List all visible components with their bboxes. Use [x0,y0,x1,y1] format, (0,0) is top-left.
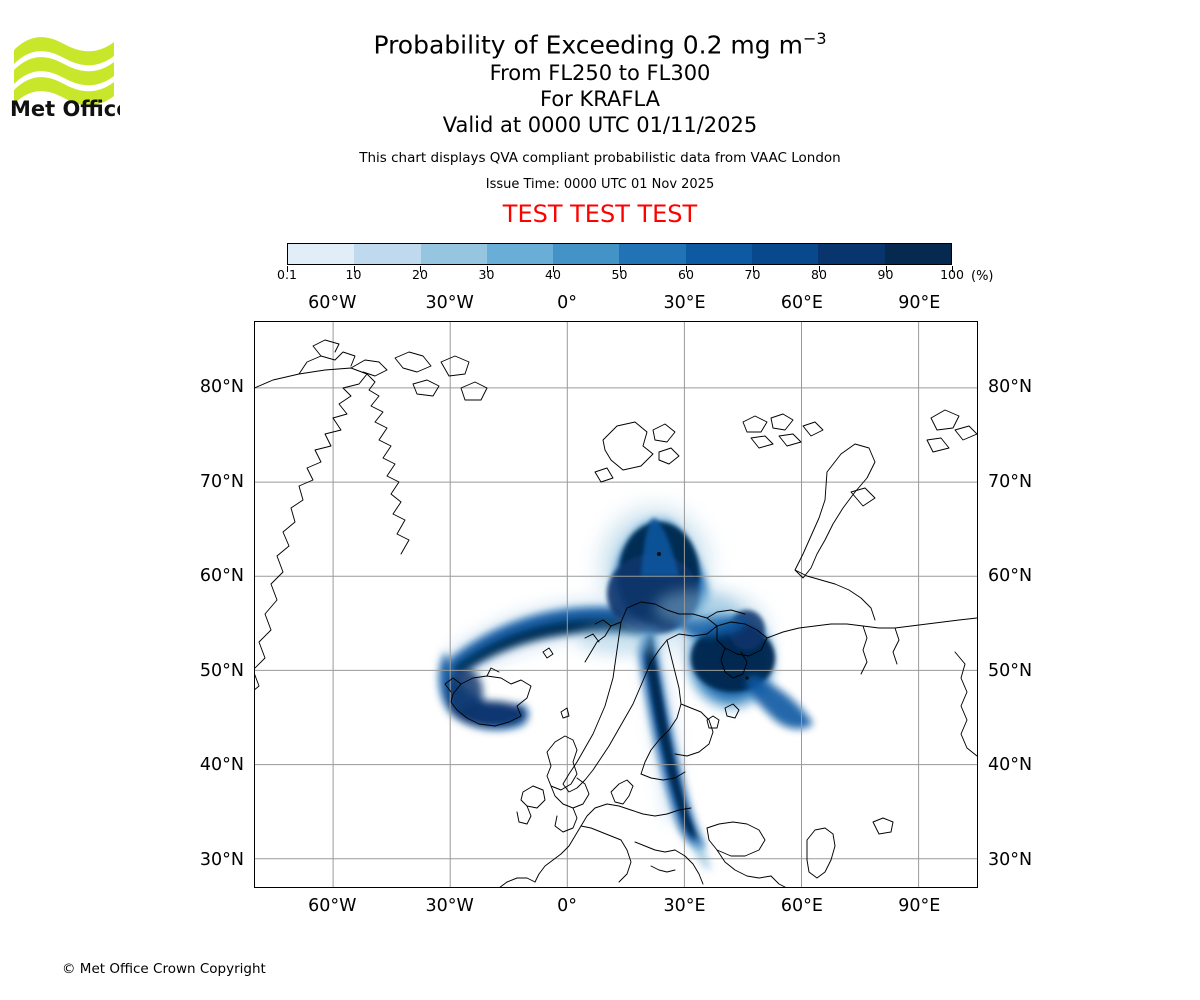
lat-label-left-40: 40°N [199,755,244,776]
volcano-line: For KRAFLA [540,87,660,112]
issue-time: Issue Time: 0000 UTC 01 Nov 2025 [485,177,715,193]
colorbar-band-4 [553,244,620,264]
lon-label-top--60: 60°W [308,293,357,313]
colorbar-tick-label-80: 80 [811,267,827,282]
coastlines [255,339,977,887]
lat-label-left-60: 60°N [199,566,244,587]
plume-southern-tail [639,628,711,870]
colorbar-tick-90 [885,266,887,272]
colorbar [287,243,952,265]
qva-note: This chart displays QVA compliant probab… [359,150,841,167]
core-marker [656,551,662,557]
lon-label-bot-0: 0° [557,896,578,916]
lon-label-bot-60: 60°E [780,896,823,916]
copyright-notice: © Met Office Crown Copyright [62,961,266,977]
colorbar-unit-label: (%) [971,269,994,284]
colorbar-tick-label-70: 70 [744,267,761,282]
colorbar-tick-80 [819,266,820,272]
colorbar-tick-10 [353,266,355,272]
lat-label-right-60: 60°N [988,566,1033,587]
lat-label-left-70: 70°N [199,471,244,492]
colorbar-tick-50 [619,266,621,272]
colorbar-tick-label-10: 10 [345,267,362,282]
lon-label-top-90: 90°E [898,293,941,313]
lon-label-bot--60: 60°W [308,896,357,916]
ash-plume-layer [438,489,813,870]
map-canvas [255,322,977,887]
colorbar-band-0 [288,244,355,264]
colorbar-band-8 [818,244,885,264]
lon-label-top-30: 30°E [663,293,706,313]
chart-header: Probability of Exceeding 0.2 mg m−3 From… [0,24,1200,228]
lat-label-right-30: 30°N [988,849,1033,870]
colorbar-tick-label-60: 60 [678,267,694,282]
lat-label-right-80: 80°N [988,377,1033,398]
colorbar-band-5 [619,244,686,264]
colorbar-tick-labels: 0.1 10 20 30 40 50 60 70 80 90 100 [0,268,1200,284]
colorbar-tick-label-100: 100 [940,267,964,282]
colorbar-tick-label-90: 90 [877,267,894,282]
logo-graphic: Met Office [10,37,120,118]
lat-label-right-70: 70°N [988,471,1033,492]
colorbar-band-6 [685,244,753,264]
lat-label-left-80: 80°N [199,377,244,398]
map-panel[interactable] [254,321,978,888]
colorbar-band-1 [354,244,421,264]
title-exponent: −3 [802,29,827,48]
title-main-text: Probability of Exceeding 0.2 mg m [373,30,803,60]
colorbar-tick-label-40: 40 [545,267,561,282]
logo-text: Met Office [10,97,120,118]
colorbar-tick-label-50: 50 [611,267,628,282]
page-title: Probability of Exceeding 0.2 mg m−3 [0,24,1200,60]
lat-label-right-40: 40°N [988,755,1033,776]
flight-levels-line: From FL250 to FL300 [489,61,711,86]
colorbar-tick-label-30: 30 [478,267,495,282]
lat-label-left-30: 30°N [199,849,244,870]
lon-label-top-0: 0° [557,293,578,313]
lon-label-top--30: 30°W [425,293,474,313]
colorbar-tick-100 [952,266,953,272]
lat-label-right-50: 50°N [988,660,1033,681]
map-gridlines [255,322,977,887]
lon-label-bot-30: 30°E [663,896,706,916]
colorbar-band-2 [420,244,487,264]
colorbar-tick-20 [420,266,421,272]
plume-iceland-hook [438,652,529,730]
test-banner: TEST TEST TEST [502,200,698,229]
lat-label-left-50: 50°N [199,660,244,681]
colorbar-tick-label-20: 20 [412,267,428,282]
colorbar-tick-70 [752,266,754,272]
lon-label-bot-90: 90°E [898,896,941,916]
colorbar-tick-0.1 [287,266,288,272]
met-office-logo: Met Office [10,18,120,118]
colorbar-tick-60 [686,266,687,272]
colorbar-tick-40 [553,266,554,272]
lon-label-bot--30: 30°W [425,896,474,916]
valid-time-line: Valid at 0000 UTC 01/11/2025 [442,113,758,138]
colorbar-tick-30 [486,266,488,272]
colorbar-band-7 [752,244,819,264]
colorbar-tick-label-0.1: 0.1 [277,267,297,282]
logo-waves [14,37,114,106]
colorbar-bands [287,243,952,265]
colorbar-band-3 [486,244,554,264]
plume-wisps [577,590,735,656]
colorbar-ticks [287,266,953,280]
colorbar-band-9 [884,244,951,264]
lon-label-top-60: 60°E [780,293,823,313]
